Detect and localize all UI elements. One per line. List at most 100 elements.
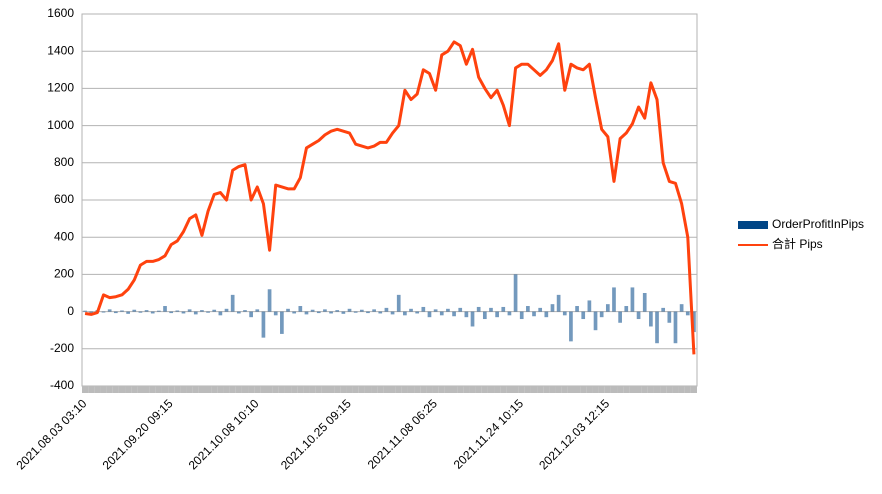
bar — [685, 311, 690, 316]
bar — [200, 310, 204, 312]
bar — [292, 311, 297, 314]
bar — [144, 310, 149, 312]
bar — [403, 311, 407, 316]
bar — [286, 308, 290, 312]
bar — [280, 311, 284, 334]
y-tick-label: 400 — [54, 229, 74, 243]
bar — [181, 311, 186, 314]
bar — [538, 307, 543, 312]
bar — [126, 311, 130, 314]
legend-label: 合計 Pips — [772, 236, 823, 251]
bar — [612, 287, 616, 312]
bar — [89, 311, 94, 314]
y-tick-label: -400 — [50, 378, 74, 392]
bar — [384, 307, 389, 312]
bar — [175, 310, 180, 312]
bar — [347, 308, 352, 312]
bar — [421, 306, 426, 312]
bar — [569, 311, 573, 342]
bar — [310, 309, 315, 312]
bar — [341, 311, 346, 314]
bar — [526, 306, 530, 312]
bar — [433, 309, 438, 312]
bar — [359, 309, 364, 312]
y-tick-label: 600 — [54, 192, 74, 206]
bar — [464, 311, 469, 318]
bar — [255, 309, 260, 312]
y-tick-label: 200 — [54, 267, 74, 281]
line — [84, 40, 696, 355]
bar — [556, 294, 561, 312]
bar — [206, 311, 210, 313]
bar — [427, 311, 432, 318]
bar — [476, 306, 481, 312]
bar — [273, 311, 278, 316]
bar — [507, 311, 512, 316]
bar — [224, 308, 229, 312]
bar — [618, 311, 622, 323]
bar — [372, 309, 376, 312]
bar — [236, 311, 241, 314]
bar — [599, 311, 604, 318]
bar — [673, 311, 678, 344]
bar — [329, 311, 333, 314]
bar — [409, 308, 413, 312]
bar — [366, 311, 370, 314]
y-tick-label: 1600 — [47, 6, 74, 20]
bar — [378, 311, 383, 314]
bar — [163, 306, 167, 312]
bar — [495, 311, 499, 318]
y-tick-label: 1200 — [47, 81, 74, 95]
bar — [101, 311, 106, 313]
y-tick-label: 1400 — [47, 43, 74, 57]
bar — [298, 306, 303, 312]
bar — [261, 311, 266, 338]
bar — [636, 311, 641, 320]
legend-swatch — [738, 221, 768, 229]
bar — [83, 310, 87, 312]
bar — [587, 300, 592, 312]
bar — [642, 293, 647, 312]
bar — [353, 311, 358, 313]
bar — [532, 311, 536, 317]
bar — [593, 311, 598, 331]
bar — [212, 309, 217, 312]
bar — [113, 311, 118, 314]
legend-label: OrderProfitInPips — [772, 217, 864, 231]
bar — [575, 306, 579, 312]
bar — [655, 311, 659, 344]
bar — [157, 310, 161, 312]
bar — [150, 311, 155, 314]
y-tick-label: 0 — [67, 304, 74, 318]
bar — [458, 307, 463, 312]
bar — [513, 274, 518, 312]
bar — [132, 309, 137, 312]
bar — [169, 311, 174, 314]
bar — [249, 311, 253, 318]
bar — [581, 311, 586, 320]
bar — [446, 308, 450, 312]
bar — [243, 310, 247, 312]
bar — [107, 309, 112, 312]
bar — [692, 311, 696, 333]
bar — [335, 310, 340, 312]
bar — [323, 309, 327, 312]
bar — [193, 311, 198, 315]
bar — [120, 310, 124, 312]
bar — [605, 304, 610, 312]
y-tick-label: 1000 — [47, 118, 74, 132]
bar — [267, 289, 272, 312]
bar — [624, 306, 629, 312]
bar — [396, 294, 401, 312]
bar — [550, 304, 555, 312]
bar — [661, 307, 666, 312]
bar — [489, 307, 493, 312]
bar — [218, 311, 223, 316]
bar — [630, 287, 635, 312]
bar — [562, 311, 567, 316]
bar — [415, 311, 420, 314]
bar — [138, 311, 143, 313]
bar — [230, 294, 235, 312]
